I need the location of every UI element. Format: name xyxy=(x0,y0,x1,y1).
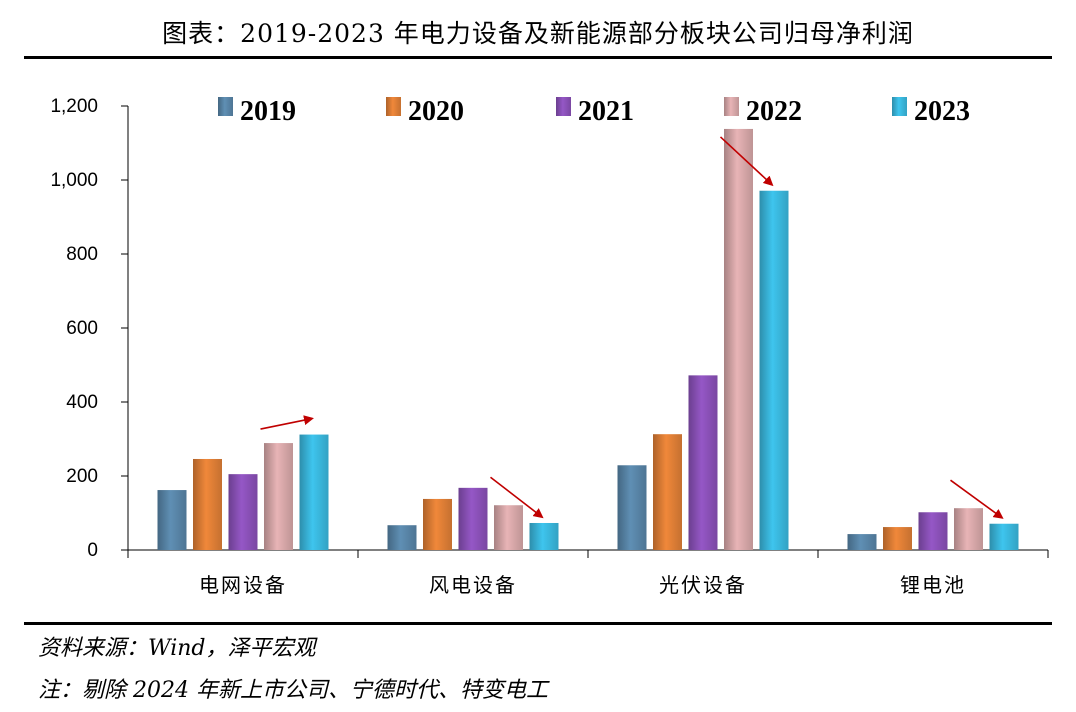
bar xyxy=(193,458,222,550)
legend-label: 2019 xyxy=(240,96,296,127)
x-category-label: 电网设备 xyxy=(199,573,287,597)
legend-label: 2023 xyxy=(914,96,970,127)
bar xyxy=(423,498,452,550)
bar xyxy=(617,465,647,550)
y-tick-label: 800 xyxy=(66,244,98,265)
y-tick-label: 400 xyxy=(66,392,98,413)
bar xyxy=(653,434,682,550)
trend-arrow xyxy=(950,479,1004,519)
trend-arrow xyxy=(490,476,544,519)
bar xyxy=(458,487,488,550)
legend-swatch xyxy=(218,97,233,116)
bar xyxy=(883,527,912,550)
y-tick-label: 0 xyxy=(87,540,98,561)
y-tick-label: 1,200 xyxy=(50,96,98,117)
bar xyxy=(529,522,559,550)
bar xyxy=(157,490,187,550)
bar xyxy=(387,525,417,550)
legend-swatch xyxy=(892,97,907,116)
bar xyxy=(847,534,877,550)
x-category-label: 锂电池 xyxy=(900,573,966,597)
bar-chart: 0 200 400 600 800 1,000 1,200 电网设备 风电设备 光伏设备 锂电池 20… xyxy=(50,96,1049,597)
legend-swatch xyxy=(386,97,401,116)
legend-label: 2020 xyxy=(408,96,464,127)
legend-swatch xyxy=(556,97,571,116)
chart-title: 图表：2019-2023 年电力设备及新能源部分板块公司归母净利润 xyxy=(162,19,914,48)
top-rule xyxy=(24,56,1052,59)
legend-label: 2022 xyxy=(746,96,802,127)
x-category-label: 光伏设备 xyxy=(659,573,747,597)
bar xyxy=(299,434,329,550)
legend-label: 2021 xyxy=(578,96,634,127)
bar xyxy=(989,523,1019,550)
bar xyxy=(264,443,293,550)
bar xyxy=(688,375,718,550)
bar xyxy=(494,505,523,550)
trend-arrow xyxy=(260,415,314,430)
bottom-rule xyxy=(24,622,1052,625)
x-category-label: 风电设备 xyxy=(429,573,517,597)
bar xyxy=(724,128,753,550)
y-tick-label: 600 xyxy=(66,318,98,339)
bar xyxy=(759,190,789,551)
footnote: 注：剔除 2024 年新上市公司、宁德时代、特变电工 xyxy=(38,678,548,703)
bar xyxy=(954,508,983,550)
bar xyxy=(918,512,948,550)
y-tick-label: 200 xyxy=(66,466,98,487)
source-note: 资料来源：Wind，泽平宏观 xyxy=(38,636,316,661)
trend-arrow xyxy=(719,136,774,187)
y-tick-label: 1,000 xyxy=(50,170,98,191)
legend-swatch xyxy=(724,97,739,116)
bar xyxy=(228,474,258,550)
